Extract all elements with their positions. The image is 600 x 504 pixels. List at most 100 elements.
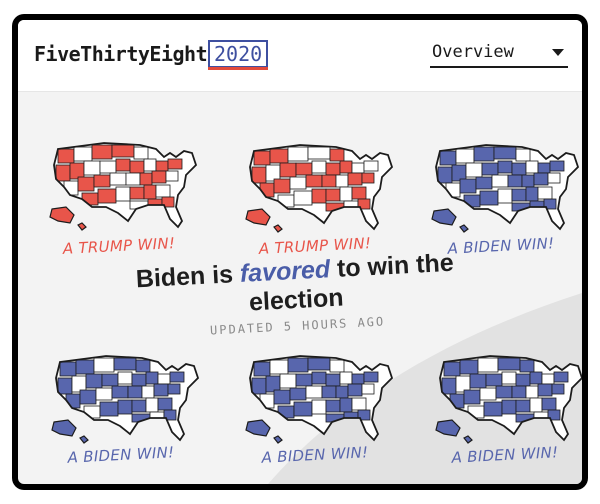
state-shape — [165, 170, 179, 182]
state-shape — [279, 373, 297, 389]
state-shape — [277, 194, 295, 208]
state-shape — [525, 160, 539, 174]
state-shape — [475, 176, 493, 190]
state-shape — [157, 373, 171, 385]
state-shape — [479, 190, 499, 206]
state-shape — [467, 405, 485, 419]
state-shape — [311, 399, 327, 415]
state-shape — [455, 148, 475, 164]
state-shape — [507, 174, 523, 188]
state-shape — [361, 383, 375, 395]
state-shape — [497, 357, 521, 371]
state-shape — [445, 182, 461, 198]
state-shape — [541, 373, 555, 385]
state-shape — [287, 146, 309, 162]
state-shape — [339, 186, 353, 202]
state-shape — [83, 405, 101, 419]
state-shape — [493, 146, 517, 160]
simulation-map-card: A BIDEN WIN! — [240, 348, 400, 478]
hawaii-shape — [79, 435, 89, 444]
state-shape — [269, 359, 289, 375]
hawaii-shape — [459, 224, 469, 233]
state-shape — [93, 357, 115, 373]
background-swoosh — [268, 293, 582, 484]
us-map-shape — [245, 144, 394, 233]
simulation-map-card: A BIDEN WIN! — [426, 137, 582, 267]
map-caption: A TRUMP WIN! — [62, 234, 176, 258]
state-shape — [501, 371, 517, 385]
state-shape — [59, 361, 77, 377]
state-shape — [163, 409, 177, 421]
state-shape — [537, 383, 553, 397]
state-shape — [329, 359, 345, 373]
state-shape — [55, 164, 71, 182]
state-shape — [289, 387, 307, 401]
state-shape — [129, 160, 145, 174]
state-shape — [511, 162, 527, 176]
state-shape — [469, 373, 487, 389]
state-shape — [57, 148, 75, 164]
state-shape — [169, 371, 185, 383]
state-shape — [259, 182, 275, 198]
state-shape — [357, 198, 371, 210]
chevron-down-icon — [552, 48, 564, 56]
state-shape — [75, 359, 95, 375]
us-map-border — [249, 355, 394, 442]
hawaii-shape — [463, 435, 473, 444]
state-shape — [93, 174, 111, 188]
state-shape — [279, 162, 297, 178]
state-shape — [515, 148, 531, 162]
state-shape — [443, 361, 461, 377]
state-shape — [63, 180, 79, 196]
state-shape — [293, 401, 313, 417]
state-shape — [459, 359, 479, 375]
state-shape — [111, 385, 129, 399]
state-shape — [131, 399, 147, 413]
brand-logo[interactable]: FiveThirtyEight — [34, 42, 208, 66]
state-shape — [83, 160, 101, 176]
hawaii-shape — [273, 435, 283, 444]
state-shape — [515, 399, 531, 413]
state-shape — [321, 385, 337, 399]
us-map-shape — [245, 355, 394, 444]
state-shape — [253, 361, 271, 377]
state-shape — [153, 383, 169, 397]
state-shape — [547, 409, 561, 421]
overview-dropdown-label: Overview — [432, 42, 514, 62]
state-shape — [307, 146, 331, 160]
state-shape — [519, 359, 535, 373]
state-shape — [529, 371, 543, 385]
state-shape — [501, 399, 517, 415]
state-shape — [497, 160, 513, 174]
us-map-border — [53, 142, 198, 229]
state-shape — [511, 188, 527, 202]
state-shape — [259, 393, 275, 409]
state-shape — [269, 148, 289, 164]
state-shape — [335, 174, 349, 188]
state-shape — [167, 383, 181, 395]
state-shape — [473, 146, 495, 162]
state-shape — [139, 172, 153, 186]
us-map-icon — [431, 144, 580, 233]
state-shape — [325, 373, 341, 387]
state-shape — [311, 160, 327, 174]
app-screen: FiveThirtyEight 2020 Overview A TRUMP WI… — [18, 20, 582, 484]
state-shape — [79, 389, 97, 405]
state-shape — [463, 389, 481, 405]
state-shape — [351, 186, 367, 200]
state-shape — [525, 186, 539, 202]
state-shape — [339, 160, 353, 174]
overview-dropdown[interactable]: Overview — [430, 38, 568, 68]
state-shape — [115, 186, 131, 202]
state-shape — [547, 172, 561, 184]
state-shape — [485, 373, 503, 387]
state-shape — [543, 198, 557, 210]
state-shape — [357, 409, 371, 421]
state-shape — [459, 178, 477, 194]
state-shape — [463, 194, 481, 208]
us-map-border — [439, 355, 582, 442]
year-badge[interactable]: 2020 — [208, 40, 269, 70]
state-shape — [491, 174, 509, 188]
alaska-shape — [51, 419, 77, 437]
site-header: FiveThirtyEight 2020 Overview — [18, 20, 582, 92]
